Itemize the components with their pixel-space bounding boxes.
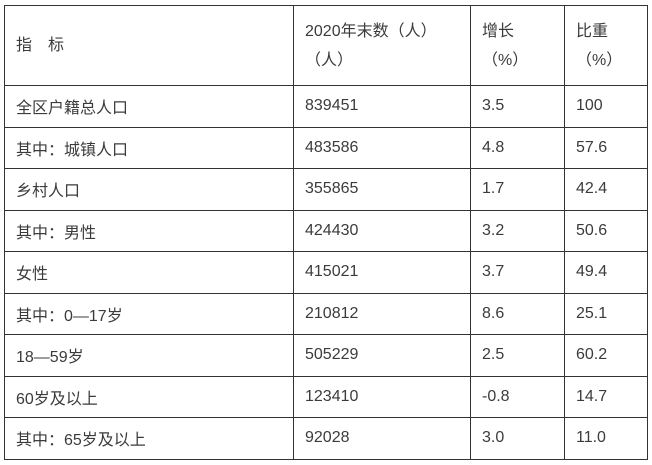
row-yearend-value: 839451 <box>293 85 471 128</box>
row-growth-value: 8.6 <box>470 292 565 335</box>
header-indicator: 指 标 <box>4 5 294 86</box>
population-statistics-table-container: 指 标 2020年末数（人） （人） 增长 （%） 比重 （%） 全区户籍总人口 <box>4 5 648 460</box>
row-yearend-value: 355865 <box>293 168 471 211</box>
header-row: 指 标 2020年末数（人） （人） 增长 （%） 比重 （%） <box>4 5 648 86</box>
row-yearend-value: 424430 <box>293 209 471 252</box>
row-label: 其中：城镇人口 <box>4 126 294 169</box>
row-yearend-value: 415021 <box>293 251 471 294</box>
row-growth-value: -0.8 <box>470 375 565 418</box>
row-share-value: 42.4 <box>564 168 648 211</box>
header-share: 比重 （%） <box>564 5 648 86</box>
row-yearend-value: 92028 <box>293 417 471 460</box>
row-yearend-value: 123410 <box>293 375 471 418</box>
table-header: 指 标 2020年末数（人） （人） 增长 （%） 比重 （%） <box>4 5 648 86</box>
header-yearend-count: 2020年末数（人） （人） <box>293 5 471 86</box>
table-row-urban-population: 其中：城镇人口 483586 4.8 57.6 <box>4 126 648 169</box>
row-share-value: 100 <box>564 85 648 128</box>
header-indicator-label: 指 标 <box>16 37 65 54</box>
row-label: 18—59岁 <box>4 334 294 377</box>
table-row-male: 其中：男性 424430 3.2 50.6 <box>4 209 648 252</box>
table-row-total-population: 全区户籍总人口 839451 3.5 100 <box>4 85 648 128</box>
table-row-rural-population: 乡村人口 355865 1.7 42.4 <box>4 168 648 211</box>
row-growth-value: 3.2 <box>470 209 565 252</box>
row-yearend-value: 483586 <box>293 126 471 169</box>
table-row-age-18-59: 18—59岁 505229 2.5 60.2 <box>4 334 648 377</box>
row-growth-value: 3.5 <box>470 85 565 128</box>
row-yearend-value: 505229 <box>293 334 471 377</box>
row-share-value: 14.7 <box>564 375 648 418</box>
row-share-value: 50.6 <box>564 209 648 252</box>
row-share-value: 60.2 <box>564 334 648 377</box>
table-row-age-65-plus: 其中：65岁及以上 92028 3.0 11.0 <box>4 417 648 460</box>
row-label: 60岁及以上 <box>4 375 294 418</box>
population-statistics-table: 指 标 2020年末数（人） （人） 增长 （%） 比重 （%） 全区户籍总人口 <box>4 5 648 460</box>
row-growth-value: 1.7 <box>470 168 565 211</box>
row-label: 女性 <box>4 251 294 294</box>
row-label: 其中：男性 <box>4 209 294 252</box>
row-growth-value: 4.8 <box>470 126 565 169</box>
row-growth-value: 2.5 <box>470 334 565 377</box>
row-share-value: 57.6 <box>564 126 648 169</box>
table-body: 全区户籍总人口 839451 3.5 100 其中：城镇人口 483586 4.… <box>4 85 648 460</box>
row-growth-value: 3.0 <box>470 417 565 460</box>
table-row-age-0-17: 其中：0—17岁 210812 8.6 25.1 <box>4 292 648 335</box>
header-growth: 增长 （%） <box>470 5 565 86</box>
row-share-value: 49.4 <box>564 251 648 294</box>
row-label: 其中：0—17岁 <box>4 292 294 335</box>
row-share-value: 11.0 <box>564 417 648 460</box>
row-yearend-value: 210812 <box>293 292 471 335</box>
row-label: 乡村人口 <box>4 168 294 211</box>
row-label: 全区户籍总人口 <box>4 85 294 128</box>
row-growth-value: 3.7 <box>470 251 565 294</box>
table-row-female: 女性 415021 3.7 49.4 <box>4 251 648 294</box>
table-row-age-60-plus: 60岁及以上 123410 -0.8 14.7 <box>4 375 648 418</box>
row-share-value: 25.1 <box>564 292 648 335</box>
row-label: 其中：65岁及以上 <box>4 417 294 460</box>
